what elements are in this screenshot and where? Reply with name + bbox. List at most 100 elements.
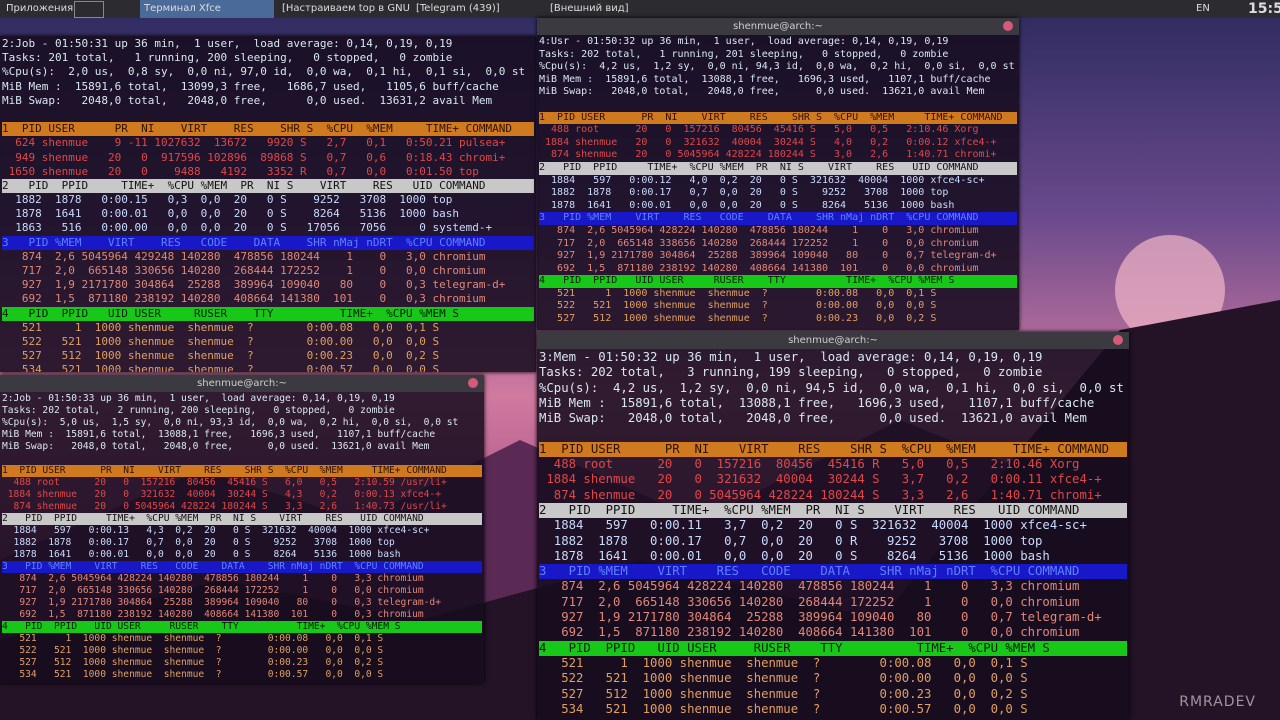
process-row: 527 512 1000 shenmue shenmue ? 0:00.23 0…: [539, 313, 937, 325]
close-button[interactable]: [1003, 21, 1013, 31]
process-row: 927 1,9 2171780 304864 25288 389964 1090…: [539, 250, 997, 262]
process-row: 1878 1641 0:00.01 0,0 0,0 20 0 S 8264 51…: [2, 207, 459, 221]
process-row: 1878 1641 0:00.01 0,0 0,0 20 0 S 8264 51…: [2, 549, 401, 560]
summary-line: MiB Swap: 2048,0 total, 2048,0 free, 0,0…: [539, 411, 1087, 426]
section-header: 2 PID PPID TIME+ %CPU %MEM PR NI S VIRT …: [2, 513, 482, 525]
window-title: shenmue@arch:~: [197, 378, 287, 389]
terminal-body: 2:Job - 01:50:31 up 36 min, 1 user, load…: [0, 36, 536, 372]
process-row: 534 521 1000 shenmue shenmue ? 0:00.57 0…: [539, 701, 1028, 716]
summary-line: %Cpu(s): 2,0 us, 0,8 sy, 0,0 ni, 97,0 id…: [2, 65, 526, 79]
terminal-window[interactable]: shenmue@arch:~ 2:Job - 01:50:33 up 36 min…: [0, 375, 484, 683]
summary-line: 3:Mem - 01:50:32 up 36 min, 1 user, load…: [539, 350, 1043, 364]
process-row: 717 2,0 665148 330656 140280 268444 1722…: [539, 594, 1080, 609]
close-button[interactable]: [468, 378, 478, 388]
process-row: 1878 1641 0:00.01 0,0 0,0 20 0 S 8264 51…: [539, 199, 955, 211]
spacer: [539, 99, 1017, 112]
title-bar[interactable]: shenmue@arch:~: [0, 375, 484, 392]
summary-line: Tasks: 201 total, 1 running, 200 sleepin…: [2, 51, 453, 65]
summary-line: MiB Swap: 2048,0 total, 2048,0 free, 0,0…: [539, 86, 985, 98]
process-row: 1884 shenmue 20 0 321632 40004 30244 S 3…: [539, 472, 1102, 487]
process-row: 692 1,5 871180 238192 140280 408664 1413…: [539, 625, 1080, 640]
terminal-body: 4:Usr - 01:50:32 up 36 min, 1 user, load…: [537, 35, 1019, 327]
section-header: 2 PID PPID TIME+ %CPU %MEM PR NI S VIRT …: [2, 178, 534, 194]
terminal-body: 2:Job - 01:50:33 up 36 min, 1 user, load…: [0, 392, 484, 682]
process-row: 717 2,0 665148 338656 140280 268444 1722…: [539, 237, 979, 249]
process-row: 534 521 1000 shenmue shenmue ? 0:00.57 0…: [2, 363, 440, 372]
task-button[interactable]: [Telegram (439)]: [416, 3, 500, 14]
process-row: 527 512 1000 shenmue shenmue ? 0:00.23 0…: [2, 349, 440, 363]
process-row: 1884 shenmue 20 0 321632 40004 30244 S 4…: [539, 136, 997, 148]
section-header: 4 PID PPID UID USER RUSER TTY TIME+ %CPU…: [539, 275, 1017, 288]
spacer: [2, 108, 534, 122]
process-row: 527 512 1000 shenmue shenmue ? 0:00.23 0…: [539, 686, 1028, 701]
process-row: 717 2,0 665148 330656 140280 268444 1722…: [2, 585, 424, 596]
task-button[interactable]: [Настраиваем top в GNU...: [282, 3, 410, 14]
summary-line: %Cpu(s): 5,0 us, 1,5 sy, 0,0 ni, 93,3 id…: [2, 417, 459, 428]
summary-line: Tasks: 202 total, 3 running, 199 sleepin…: [539, 365, 1043, 380]
taskbar: Приложения Терминал Xfce [Настраиваем to…: [0, 0, 1280, 18]
process-row: 874 shenmue 20 0 5045964 428224 180244 S…: [2, 501, 447, 512]
summary-line: %Cpu(s): 4,2 us, 1,2 sy, 0,0 ni, 94,5 id…: [539, 380, 1124, 395]
apps-menu[interactable]: Приложения: [6, 3, 74, 14]
process-row: 522 521 1000 shenmue shenmue ? 0:00.00 0…: [2, 645, 384, 656]
section-header: 1 PID USER PR NI VIRT RES SHR S %CPU %ME…: [2, 122, 534, 137]
process-row: 521 1 1000 shenmue shenmue ? 0:00.08 0,0…: [539, 655, 1028, 670]
title-bar[interactable]: shenmue@arch:~: [537, 332, 1129, 349]
watermark: RMRADEV: [1179, 694, 1256, 710]
process-row: 522 521 1000 shenmue shenmue ? 0:00.00 0…: [539, 671, 1028, 686]
process-row: 1863 516 0:00.00 0,0 0,0 20 0 S 17056 70…: [2, 221, 493, 235]
process-row: 874 2,6 5045964 428224 140280 478856 180…: [539, 579, 1080, 594]
keyboard-layout[interactable]: EN: [1196, 3, 1210, 14]
process-row: 692 1,5 871180 238192 140280 408664 1413…: [2, 292, 486, 306]
process-row: 521 1 1000 shenmue shenmue ? 0:00.08 0,0…: [2, 633, 384, 644]
process-row: 692 1,5 871180 238192 140280 408664 1413…: [539, 262, 979, 274]
section-header: 1 PID USER PR NI VIRT RES SHR S %CPU %ME…: [539, 441, 1127, 458]
summary-line: MiB Mem : 15891,6 total, 13099,3 free, 1…: [2, 79, 499, 93]
process-row: 1882 1878 0:00.17 0,7 0,0 20 0 S 9252 37…: [2, 537, 395, 548]
process-row: 874 2,6 5045964 428224 140280 478856 180…: [539, 224, 979, 236]
workspace-switcher[interactable]: [74, 1, 104, 18]
process-row: 1884 597 0:00.11 3,7 0,2 20 0 S 321632 4…: [539, 518, 1087, 533]
title-bar[interactable]: shenmue@arch:~: [537, 18, 1019, 35]
process-row: 488 root 20 0 157216 80456 45416 S 5,0 0…: [539, 124, 979, 136]
process-row: 874 2,6 5045964 429248 140280 478856 180…: [2, 249, 486, 263]
clock[interactable]: 15:50: [1248, 1, 1280, 17]
section-header: 3 PID %MEM VIRT RES CODE DATA SHR nMaj n…: [2, 561, 482, 573]
process-row: 488 root 20 0 157216 80456 45416 R 5,0 0…: [539, 457, 1080, 472]
summary-line: Tasks: 202 total, 2 running, 200 sleepin…: [2, 405, 395, 416]
process-row: 1884 597 0:00.12 4,0 0,2 20 0 S 321632 4…: [539, 174, 985, 186]
process-row: 692 1,5 871180 238192 140280 408664 1413…: [2, 609, 424, 620]
process-row: 521 1 1000 shenmue shenmue ? 0:00.08 0,0…: [539, 287, 937, 299]
process-row: 874 2,6 5045964 428224 140280 478856 180…: [2, 573, 424, 584]
section-header: 2 PID PPID TIME+ %CPU %MEM PR NI S VIRT …: [539, 502, 1127, 519]
process-row: 927 1,9 2171780 304864 25288 389964 1090…: [539, 610, 1102, 625]
summary-line: MiB Mem : 15891,6 total, 13088,1 free, 1…: [539, 395, 1095, 410]
process-row: 927 1,9 2171780 304864 25288 389964 1090…: [2, 597, 441, 608]
process-row: 874 shenmue 20 0 5045964 428224 180244 S…: [539, 487, 1102, 502]
section-header: 3 PID %MEM VIRT RES CODE DATA SHR nMaj n…: [539, 564, 1127, 580]
process-row: 949 shenmue 20 0 917596 102896 89868 S 0…: [2, 150, 506, 164]
process-row: 1882 1878 0:00.17 0,7 0,0 20 0 R 9252 37…: [539, 533, 1043, 548]
process-row: 522 521 1000 shenmue shenmue ? 0:00.00 0…: [539, 300, 937, 312]
process-row: 1882 1878 0:00.17 0,7 0,0 20 0 S 9252 37…: [539, 187, 949, 199]
task-button[interactable]: Терминал Xfce: [140, 0, 274, 18]
window-title: shenmue@arch:~: [733, 21, 823, 32]
process-row: 1650 shenmue 20 0 9488 4192 3352 R 0,7 0…: [2, 164, 479, 178]
summary-line: MiB Swap: 2048,0 total, 2048,0 free, 0,0…: [2, 441, 430, 452]
process-row: 521 1 1000 shenmue shenmue ? 0:00.08 0,0…: [2, 320, 440, 334]
summary-line: 2:Job - 01:50:31 up 36 min, 1 user, load…: [2, 37, 453, 50]
summary-line: Tasks: 202 total, 1 running, 201 sleepin…: [539, 48, 949, 60]
terminal-window[interactable]: shenmue@arch:~ 3:Mem - 01:50:32 up 36 min…: [537, 332, 1129, 720]
spacer: [539, 426, 1127, 441]
process-row: 1884 597 0:00.13 4,3 0,2 20 0 S 321632 4…: [2, 525, 430, 536]
task-button[interactable]: [Внешний вид]: [550, 3, 629, 14]
section-header: 4 PID PPID UID USER RUSER TTY TIME+ %CPU…: [539, 640, 1127, 656]
close-button[interactable]: [1113, 335, 1123, 345]
section-header: 4 PID PPID UID USER RUSER TTY TIME+ %CPU…: [2, 306, 534, 321]
process-row: 1882 1878 0:00.15 0,3 0,0 20 0 S 9252 37…: [2, 193, 453, 207]
process-row: 527 512 1000 shenmue shenmue ? 0:00.23 0…: [2, 657, 384, 668]
terminal-window[interactable]: 2:Job - 01:50:31 up 36 min, 1 user, load…: [0, 36, 536, 372]
process-row: 717 2,0 665148 330656 140280 268444 1722…: [2, 264, 486, 277]
terminal-window[interactable]: shenmue@arch:~ 4:Usr - 01:50:32 up 36 min…: [537, 18, 1019, 330]
